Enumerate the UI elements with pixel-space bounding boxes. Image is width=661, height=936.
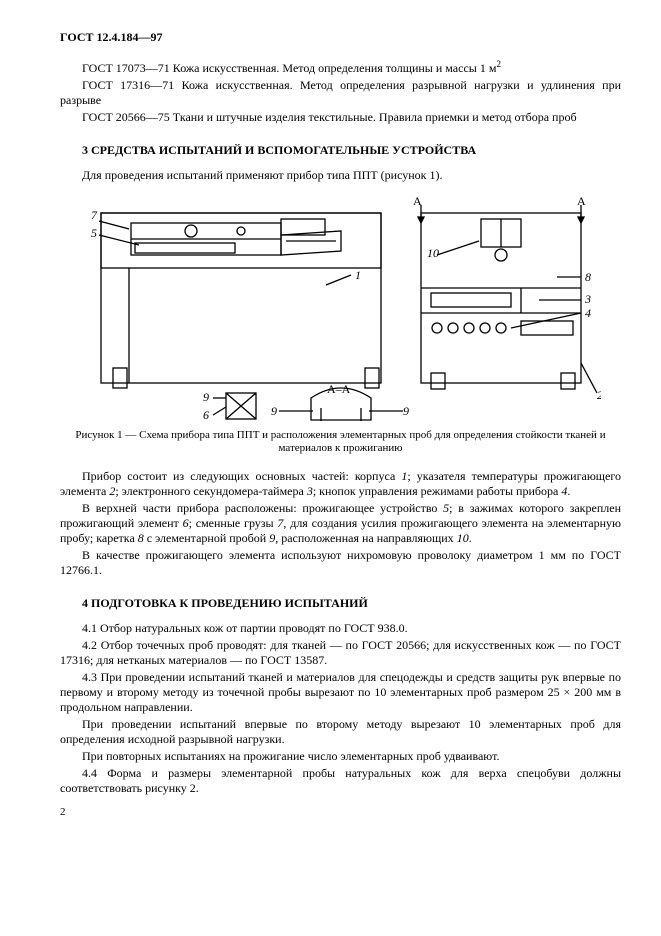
svg-text:4: 4 xyxy=(585,306,591,320)
svg-text:А–А: А–А xyxy=(327,382,351,396)
sec3-p1: Для проведения испытаний применяют прибо… xyxy=(60,168,621,183)
sec4-p2: 4.2 Отбор точечных проб проводят: для тк… xyxy=(60,638,621,668)
sec4-p3: 4.3 При проведении испытаний тканей и ма… xyxy=(60,670,621,715)
body3-p3: В верхней части прибора расположены: про… xyxy=(60,501,621,546)
figure-1-svg: 7 5 1 2 3 4 8 10 А А А–А 9 9 6 9 xyxy=(81,193,601,423)
svg-text:А: А xyxy=(413,194,422,208)
svg-text:5: 5 xyxy=(91,226,97,240)
body3-p2: Прибор состоит из следующих основных час… xyxy=(60,469,621,499)
page-number: 2 xyxy=(60,806,621,820)
svg-text:3: 3 xyxy=(584,292,591,306)
svg-text:10: 10 xyxy=(427,246,439,260)
doc-header: ГОСТ 12.4.184—97 xyxy=(60,30,621,45)
svg-text:А: А xyxy=(577,194,586,208)
svg-text:7: 7 xyxy=(91,208,98,222)
svg-text:9: 9 xyxy=(403,404,409,418)
ref-line-3: ГОСТ 20566—75 Ткани и штучные изделия те… xyxy=(60,110,621,125)
figure-1-caption: Рисунок 1 — Схема прибора типа ППТ и рас… xyxy=(60,429,621,455)
ref-line-2: ГОСТ 17316—71 Кожа искусственная. Метод … xyxy=(60,78,621,108)
sec4-p5: При повторных испытаниях на прожигание ч… xyxy=(60,749,621,764)
svg-text:1: 1 xyxy=(355,268,361,282)
sec4-p6: 4.4 Форма и размеры элементарной пробы н… xyxy=(60,766,621,796)
svg-text:2: 2 xyxy=(597,388,601,402)
section-3-title: 3 СРЕДСТВА ИСПЫТАНИЙ И ВСПОМОГАТЕЛЬНЫЕ У… xyxy=(60,143,621,158)
body3-p4: В качестве прожигающего элемента использ… xyxy=(60,548,621,578)
ref1-text: ГОСТ 17073—71 Кожа искусственная. Метод … xyxy=(82,61,496,75)
sec4-p1: 4.1 Отбор натуральных кож от партии пров… xyxy=(60,621,621,636)
figure-1: 7 5 1 2 3 4 8 10 А А А–А 9 9 6 9 xyxy=(60,193,621,423)
svg-text:8: 8 xyxy=(585,270,591,284)
ref-line-1: ГОСТ 17073—71 Кожа искусственная. Метод … xyxy=(60,59,621,76)
svg-text:9: 9 xyxy=(271,404,277,418)
ref1-sup: 2 xyxy=(496,59,501,69)
svg-text:6: 6 xyxy=(203,408,209,422)
section-4-title: 4 ПОДГОТОВКА К ПРОВЕДЕНИЮ ИСПЫТАНИЙ xyxy=(60,596,621,611)
svg-text:9: 9 xyxy=(203,390,209,404)
sec4-p4: При проведении испытаний впервые по втор… xyxy=(60,717,621,747)
